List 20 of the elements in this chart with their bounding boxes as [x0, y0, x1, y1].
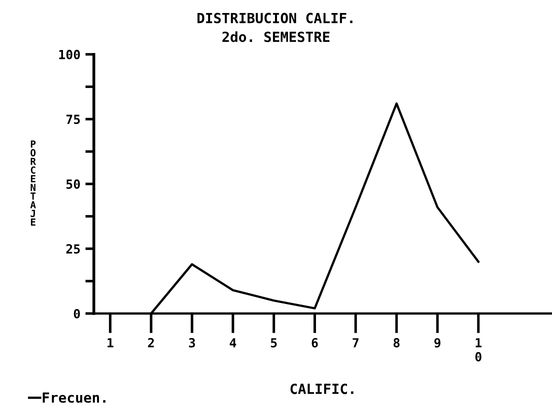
x-tick-label: 1 — [108, 338, 114, 348]
x-tick-label: 5 — [270, 338, 277, 348]
x-axis-title: CALIFIC. — [290, 384, 354, 394]
y-tick-label: 100 — [59, 50, 80, 60]
x-tick-label: 2 — [148, 338, 154, 348]
x-tick-label: 4 — [230, 338, 236, 348]
x-tick-label: 8 — [394, 338, 400, 348]
x-tick-label: 3 — [189, 338, 195, 348]
y-tick-label: 50 — [66, 179, 80, 189]
chart-subtitle: 2do. SEMESTRE — [222, 31, 330, 42]
x-tick-label: 1 0 — [475, 338, 482, 362]
text: PORCENTAJE — [30, 140, 36, 226]
y-tick-label: 0 — [74, 308, 80, 318]
x-tick-label: 9 — [434, 338, 440, 348]
legend-label: Frecuen. — [42, 392, 106, 403]
chart-title: DISTRIBUCION CALIF. — [197, 12, 352, 24]
x-tick-label: 7 — [352, 338, 358, 348]
y-tick-label: 25 — [66, 244, 80, 254]
x-tick-label: 6 — [312, 338, 318, 348]
y-tick-label: 75 — [66, 114, 80, 124]
